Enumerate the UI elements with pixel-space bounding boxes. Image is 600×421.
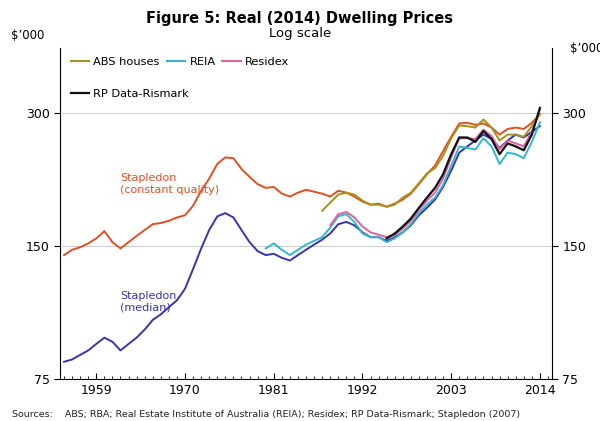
Legend: RP Data-Rismark: RP Data-Rismark	[71, 89, 189, 99]
Text: Log scale: Log scale	[269, 27, 331, 40]
Text: Figure 5: Real (2014) Dwelling Prices: Figure 5: Real (2014) Dwelling Prices	[146, 11, 454, 26]
Text: Sources:    ABS; RBA; Real Estate Institute of Australia (REIA); Residex; RP Dat: Sources: ABS; RBA; Real Estate Institute…	[12, 410, 520, 419]
Text: Stapledon
(constant quality): Stapledon (constant quality)	[121, 173, 220, 195]
Y-axis label: $’000: $’000	[570, 42, 600, 55]
Text: Stapledon
(median): Stapledon (median)	[121, 291, 177, 312]
Y-axis label: $’000: $’000	[11, 29, 45, 42]
